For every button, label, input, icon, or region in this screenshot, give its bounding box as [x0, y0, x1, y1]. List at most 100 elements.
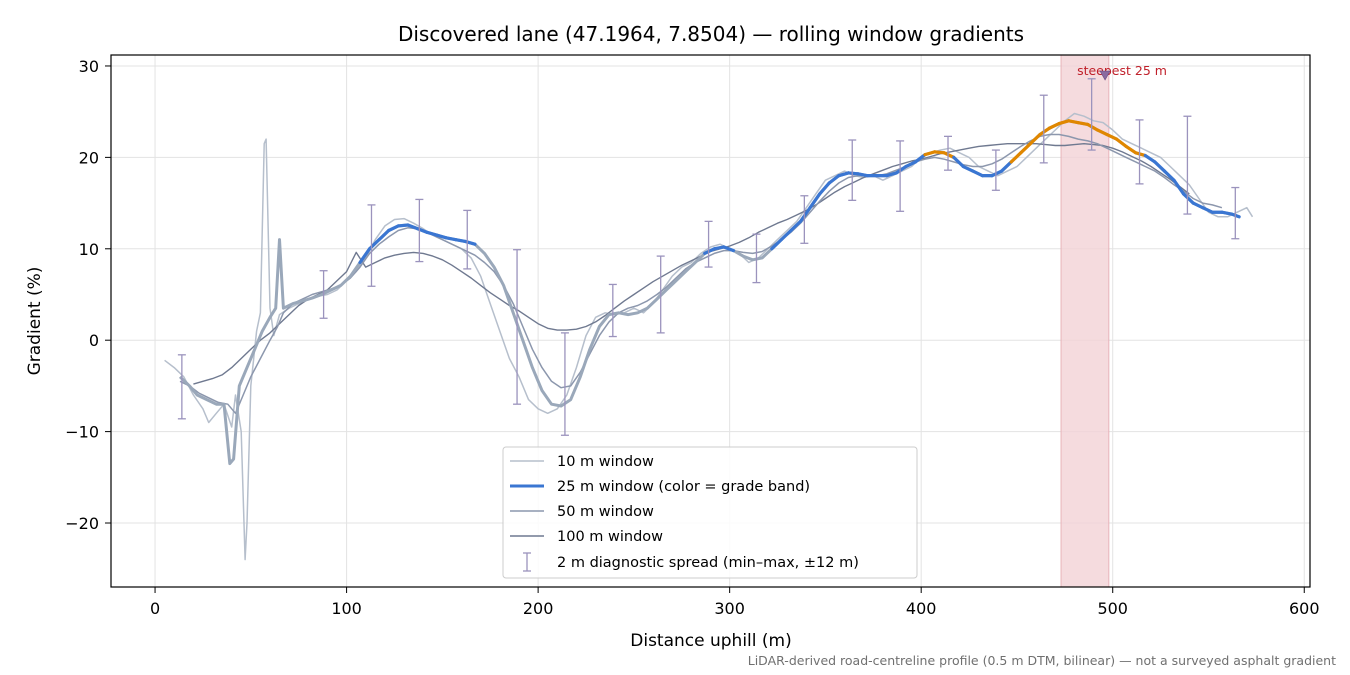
series-segment-25m	[722, 245, 736, 253]
series-segment-25m	[454, 238, 467, 244]
series-segment-25m	[1105, 132, 1119, 141]
series-segment-25m	[1009, 151, 1023, 164]
series-segment-25m	[846, 171, 860, 176]
errorbar	[1183, 115, 1192, 215]
errorbar	[463, 209, 472, 270]
series-segment-25m	[952, 155, 965, 169]
errorbar	[1087, 78, 1096, 151]
y-tick-label: 20	[79, 148, 99, 167]
series-segment-25m	[1201, 206, 1214, 214]
x-tick-label: 200	[523, 599, 554, 618]
errorbar	[944, 135, 953, 171]
legend: 10 m window 25 m window (color = grade b…	[502, 446, 918, 579]
errorbar	[704, 220, 713, 268]
series-segment-25m	[789, 219, 803, 233]
series-segment-25m	[712, 245, 726, 251]
series-segment-25m	[808, 192, 822, 210]
errorbar	[800, 195, 809, 244]
series-segment-25m	[1220, 210, 1234, 216]
series-segment-25m	[444, 236, 458, 242]
series-segment-25m	[971, 169, 985, 178]
series-segment-25m	[1067, 119, 1080, 125]
errorbar	[608, 283, 617, 338]
axis-ticks: 0 100 200 300 400 500 600 −20 −10 0 10 20 30	[65, 57, 1319, 618]
legend-label-errorbar: 2 m diagnostic spread (min–max, ±12 m)	[557, 555, 859, 571]
series-segment-25m	[932, 150, 946, 155]
series-segment-25m	[1086, 122, 1099, 132]
series-segment-25m	[990, 169, 1004, 178]
errorbar	[991, 149, 1000, 191]
y-axis-label: Gradient (%)	[25, 267, 45, 376]
series-segment-25m	[396, 223, 410, 228]
series-segment-25m	[1095, 128, 1109, 137]
y-tick-label: 30	[79, 57, 99, 76]
errorbar	[513, 249, 522, 405]
errorbar	[319, 270, 328, 319]
y-tick-label: −10	[65, 423, 99, 442]
errorbar	[656, 255, 665, 334]
x-tick-label: 600	[1289, 599, 1320, 618]
series-segment-25m	[1028, 132, 1042, 146]
legend-label-25m: 25 m window (color = grade band)	[557, 479, 810, 495]
series-segment-25m	[406, 223, 420, 231]
series-segment-25m	[435, 233, 448, 240]
series-segment-25m	[703, 247, 716, 255]
steepest-label: steepest 25 m	[1077, 63, 1167, 78]
series-segment-25m	[827, 174, 841, 185]
series-segment-25m	[856, 172, 870, 178]
annotations: steepest 25 m	[1077, 63, 1167, 81]
series-segment-25m	[1038, 126, 1052, 137]
series-segment-25m	[904, 160, 918, 169]
steepest-band	[1060, 54, 1110, 588]
legend-swatch-errorbar	[523, 552, 531, 572]
series-segment-25m	[1162, 169, 1176, 182]
series-segment-25m	[961, 164, 975, 173]
series-segment-25m	[913, 153, 927, 164]
x-tick-label: 400	[906, 599, 937, 618]
x-tick-label: 0	[150, 599, 160, 618]
series-segment-25m	[894, 164, 908, 175]
series-segment-25m	[1134, 151, 1147, 158]
series-segment-25m	[837, 171, 851, 178]
plot-frame	[110, 54, 1311, 588]
y-tick-label: 10	[79, 240, 99, 259]
series-segment-25m	[1076, 121, 1090, 127]
x-axis-label: Distance uphill (m)	[630, 631, 791, 651]
errorbar	[1039, 94, 1048, 164]
series-segment-25m	[923, 150, 937, 157]
errorbar	[415, 198, 424, 263]
series-segment-25m	[885, 171, 898, 178]
error-bars	[177, 78, 1240, 436]
y-tick-label: 0	[89, 331, 99, 350]
series-segment-25m	[1143, 153, 1157, 164]
series-line-100m	[193, 143, 1190, 385]
legend-label-10m: 10 m window	[557, 454, 654, 470]
errorbar	[367, 204, 376, 287]
errorbar	[1135, 119, 1144, 185]
errorbar	[896, 140, 905, 212]
x-tick-label: 300	[714, 599, 745, 618]
series-segment-25m	[1172, 178, 1186, 196]
footnote: LiDAR-derived road-centreline profile (0…	[748, 653, 1336, 668]
series-segment-25m	[1124, 144, 1138, 155]
steepest-segment-highlight	[1060, 54, 1110, 588]
errorbar	[752, 233, 761, 284]
errorbar	[848, 139, 857, 201]
errorbar	[560, 332, 569, 436]
x-tick-label: 500	[1097, 599, 1128, 618]
y-tick-label: −20	[65, 514, 99, 533]
x-tick-label: 100	[331, 599, 362, 618]
errorbar	[177, 354, 186, 420]
series-segment-25m	[1057, 119, 1071, 126]
series-segment-25m	[377, 228, 391, 242]
series-segment-25m	[942, 151, 956, 159]
series-segment-25m	[1047, 121, 1061, 130]
chart-title: Discovered lane (47.1964, 7.8504) — roll…	[398, 22, 1024, 46]
series-segment-25m	[425, 230, 439, 237]
legend-box	[502, 446, 918, 579]
series-segment-25m	[779, 228, 793, 242]
legend-label-50m: 50 m window	[557, 504, 654, 520]
series-segment-25m	[1114, 137, 1128, 149]
legend-label-100m: 100 m window	[557, 529, 663, 545]
errorbar	[1231, 186, 1240, 240]
